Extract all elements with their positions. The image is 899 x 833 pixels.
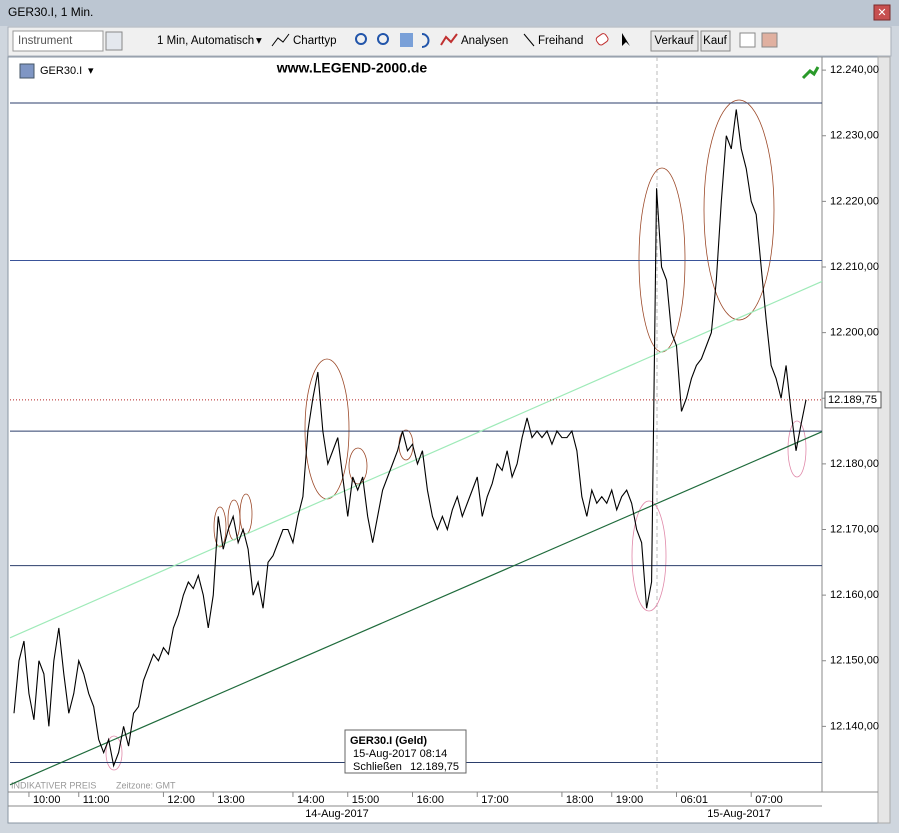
chart-settings-button[interactable] bbox=[739, 32, 756, 48]
y-tick-label: 12.140,00 bbox=[830, 720, 879, 732]
annotation-ellipse bbox=[631, 500, 667, 612]
x-tick-label: 19:00 bbox=[616, 794, 644, 806]
annotations-pink bbox=[105, 420, 807, 771]
freehand-icon bbox=[523, 33, 535, 47]
annotation-ellipse bbox=[105, 735, 123, 771]
tooltip-title: GER30.I (Geld) bbox=[350, 735, 427, 747]
x-tick-label: 13:00 bbox=[217, 794, 245, 806]
analyses-menu[interactable]: Analysen bbox=[461, 35, 508, 47]
window-title: GER30.I, 1 Min. bbox=[8, 5, 93, 19]
zoom-in-button[interactable] bbox=[355, 33, 367, 45]
y-tick-label: 12.240,00 bbox=[830, 64, 879, 76]
sell-label: Verkauf bbox=[655, 35, 695, 47]
pointer-button[interactable] bbox=[622, 33, 630, 46]
x-tick-label: 06:01 bbox=[680, 794, 708, 806]
tooltip-field: Schließen bbox=[353, 761, 402, 773]
trend-icon bbox=[801, 66, 820, 80]
eraser-button[interactable] bbox=[595, 32, 609, 46]
price-type: INDIKATIVER PREIS bbox=[11, 780, 96, 790]
y-tick-label: 12.180,00 bbox=[830, 458, 879, 470]
interval-menu[interactable]: 1 Min, Automatisch bbox=[157, 35, 254, 47]
charttype-icon bbox=[271, 33, 290, 47]
chart-panel bbox=[7, 56, 879, 824]
close-icon: ✕ bbox=[877, 7, 886, 19]
annotation-ellipse bbox=[703, 99, 775, 321]
x-tick-label: 07:00 bbox=[755, 794, 783, 806]
charttype-menu[interactable]: Charttyp bbox=[293, 35, 336, 47]
sell-button[interactable] bbox=[650, 30, 699, 52]
fit-button[interactable] bbox=[400, 33, 413, 47]
y-tick-label: 12.150,00 bbox=[830, 655, 879, 667]
analyses-icon bbox=[440, 33, 458, 46]
buy-button[interactable] bbox=[700, 30, 731, 52]
date-label: 15-Aug-2017 bbox=[707, 808, 771, 820]
y-tick-label: 12.220,00 bbox=[830, 195, 879, 207]
print-button[interactable] bbox=[761, 32, 778, 48]
y-tick-label: 12.200,00 bbox=[830, 327, 879, 339]
close-button[interactable] bbox=[873, 4, 891, 21]
zoom-out-button[interactable] bbox=[377, 33, 389, 45]
y-tick-label: 12.170,00 bbox=[830, 523, 879, 535]
buy-label: Kauf bbox=[703, 35, 727, 47]
x-tick-label: 10:00 bbox=[33, 794, 61, 806]
instrument-list-button[interactable] bbox=[105, 31, 123, 51]
freehand-menu[interactable]: Freihand bbox=[538, 35, 583, 47]
x-tick-label: 16:00 bbox=[416, 794, 444, 806]
instrument-input[interactable] bbox=[12, 30, 104, 52]
instrument-icon bbox=[19, 63, 35, 79]
tooltip-datetime: 15-Aug-2017 08:14 bbox=[353, 748, 447, 760]
chart-title: www.LEGEND-2000.de bbox=[276, 60, 428, 76]
refresh-button[interactable] bbox=[421, 33, 430, 48]
dropdown-arrow: ▾ bbox=[88, 65, 94, 77]
x-tick-label: 14:00 bbox=[297, 794, 325, 806]
last-price-box bbox=[824, 391, 882, 409]
last-price-label: 12.189,75 bbox=[828, 394, 877, 406]
y-tick-label: 12.210,00 bbox=[830, 261, 879, 273]
tooltip bbox=[344, 729, 467, 774]
date-label: 14-Aug-2017 bbox=[305, 808, 369, 820]
title-bar bbox=[0, 0, 899, 26]
y-tick-label: 12.230,00 bbox=[830, 130, 879, 142]
timezone: Zeitzone: GMT bbox=[116, 780, 176, 790]
x-tick-label: 15:00 bbox=[352, 794, 380, 806]
price-line bbox=[13, 109, 807, 768]
trend-line bbox=[9, 431, 823, 786]
annotation-ellipse bbox=[348, 447, 368, 485]
dropdown-arrow: ▾ bbox=[256, 35, 262, 47]
x-tick-label: 18:00 bbox=[566, 794, 594, 806]
annotation-ellipse bbox=[787, 420, 807, 478]
x-tick-label: 11:00 bbox=[83, 794, 110, 806]
y-tick-label: 12.160,00 bbox=[830, 589, 879, 601]
tooltip-value: 12.189,75 bbox=[410, 761, 459, 773]
scrollbar[interactable] bbox=[877, 56, 891, 824]
annotation-ellipse bbox=[213, 506, 227, 548]
chart-instrument: GER30.I bbox=[40, 65, 82, 77]
x-tick-label: 12:00 bbox=[167, 794, 195, 806]
x-tick-label: 17:00 bbox=[481, 794, 509, 806]
instrument-placeholder: Instrument bbox=[18, 35, 73, 47]
